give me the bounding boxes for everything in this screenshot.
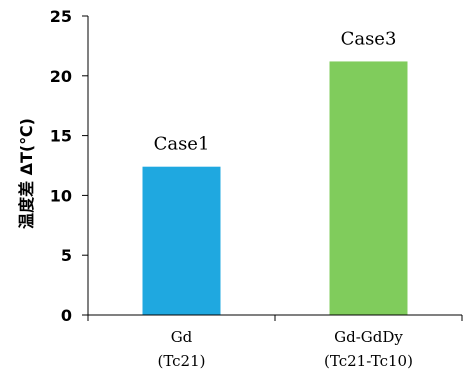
y-tick-label: 5	[61, 246, 72, 265]
x-axis-ticks: Gd (Tc21) Gd-GdDy (Tc21-Tc10)	[87, 315, 463, 370]
y-tick-label: 0	[61, 306, 72, 325]
y-axis-title: 温度差 ΔT(℃)	[17, 118, 36, 230]
y-tick-label: 20	[50, 67, 72, 86]
y-tick-label: 25	[50, 7, 72, 26]
y-axis-ticks: 0 5 10 15 20 25	[50, 7, 88, 325]
y-tick-label: 10	[50, 186, 72, 205]
bar-data-label: Case3	[341, 28, 397, 49]
bars: Case1 Case3	[142, 28, 408, 316]
bar-2	[329, 61, 408, 316]
category-label: Gd	[171, 328, 193, 346]
y-tick-label: 15	[50, 127, 72, 146]
category-label: Gd-GdDy	[334, 328, 403, 346]
category-sublabel: (Tc21-Tc10)	[324, 352, 413, 370]
bar-data-label: Case1	[154, 134, 210, 155]
category-sublabel: (Tc21)	[157, 352, 205, 370]
bar-1	[142, 166, 221, 315]
